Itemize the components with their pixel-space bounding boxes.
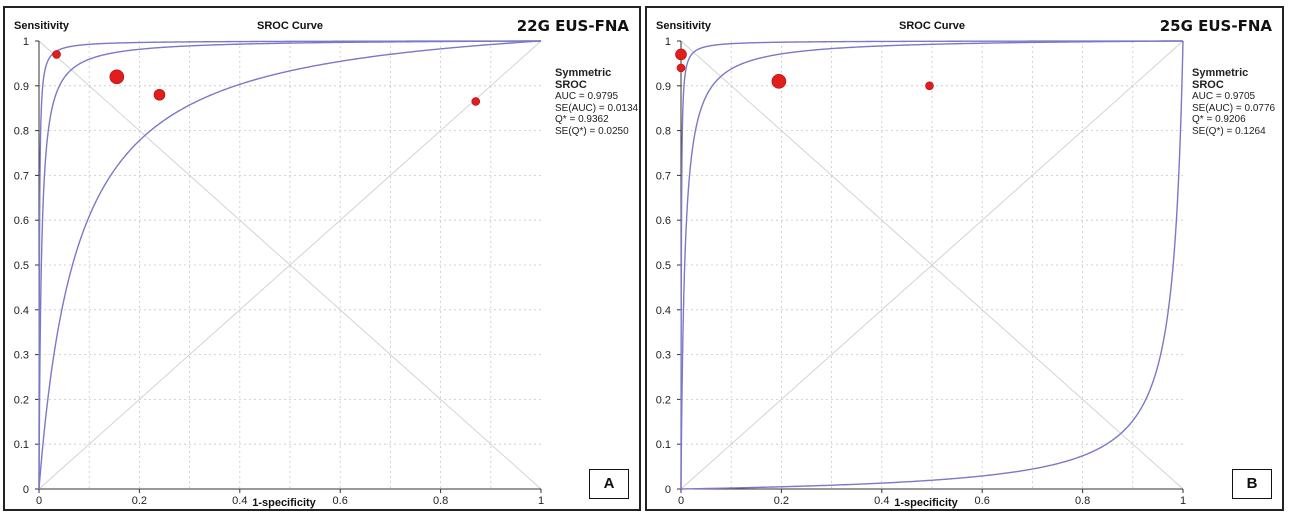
sroc-stats: Symmetric SROC AUC = 0.9705 SE(AUC) = 0.… [1192,67,1282,137]
x-tick-label: 1 [1180,495,1186,507]
sroc-curve-line [38,40,542,490]
sroc-curve-line [38,40,541,489]
y-tick-label: 0 [23,484,29,496]
y-tick-label: 0.3 [656,350,671,362]
study-label: 25G EUS-FNA [1159,17,1272,35]
x-tick-label: 0.8 [433,495,448,507]
chart-title: SROC Curve [256,20,324,32]
sroc-chart-b: 0 0.1 0.2 0.3 0.4 0.5 0.6 0.7 0.8 0.9 1 0 0.2 0.4 0.6 0… [656,36,1186,507]
x-tick-label: 0.4 [232,495,247,507]
study-data-point [471,97,481,106]
sroc-curve-line [38,40,542,489]
sroc-auc: AUC = 0.9705 [1192,91,1256,102]
y-tick-label: 0.4 [656,305,671,317]
y-tick-label: 0.8 [656,126,671,138]
x-tick-label: 0.6 [333,495,348,507]
sroc-lower-band-line [680,41,1184,490]
sroc-upper-band-line [680,40,1183,489]
x-tick-label: 0 [678,495,684,507]
sroc-se-q-star: SE(Q*) = 0.0250 [555,125,629,137]
study-data-point [52,50,61,59]
sroc-stats-header: Symmetric SROC [1192,67,1249,91]
x-tick-label: 0.2 [132,495,147,507]
y-tick-label: 0.1 [14,439,29,451]
sroc-stats: Symmetric SROC AUC = 0.9795 SE(AUC) = 0.… [555,67,639,137]
y-axis-label: Sensitivity [656,20,712,32]
y-tick-label: 0.3 [14,350,29,362]
study-data-point [925,81,934,91]
y-tick-label: 1 [665,36,671,48]
x-tick-label: 0.2 [774,495,789,507]
y-tick-label: 0.2 [14,394,29,406]
sroc-curve-line [680,40,1184,489]
sroc-stats-header: Symmetric SROC [555,67,612,91]
y-axis-label: Sensitivity [14,20,70,32]
study-data-point [675,48,687,61]
sroc-auc: AUC = 0.9795 [555,91,619,102]
sroc-se-q-star: SE(Q*) = 0.1264 [1192,125,1266,137]
sroc-panel-b: 0 0.1 0.2 0.3 0.4 0.5 0.6 0.7 0.8 0.9 1 0 0.2 0.4 0.6 0… [645,6,1284,511]
y-tick-label: 0.5 [656,260,671,272]
y-tick-label: 0.7 [656,170,671,182]
panel-letter-badge: A [589,469,629,499]
y-tick-label: 0.9 [14,81,29,93]
diagonal-q-star-line [38,40,542,490]
study-data-point [676,63,686,73]
y-tick-label: 0.4 [14,305,29,317]
sroc-se-auc: SE(AUC) = 0.0134 [555,102,639,114]
sroc-panel-a: 0 0.1 0.2 0.3 0.4 0.5 0.6 0.7 0.8 0.9 1 0 0.2 0.4 0.6 0… [3,6,641,511]
x-axis-label: 1-specificity [252,497,316,509]
y-tick-label: 0.7 [14,170,29,182]
study-data-point [109,69,125,85]
sroc-chart-a: 0 0.1 0.2 0.3 0.4 0.5 0.6 0.7 0.8 0.9 1 0 0.2 0.4 0.6 0… [14,36,544,507]
diagonal-q-star-line [680,40,1184,490]
chart-title: SROC Curve [898,20,966,32]
x-tick-label: 1 [538,495,544,507]
sroc-q-star: Q* = 0.9362 [555,114,609,125]
y-tick-label: 1 [23,36,29,48]
sroc-se-auc: SE(AUC) = 0.0776 [1192,102,1276,114]
sroc-q-star: Q* = 0.9206 [1192,114,1246,125]
x-tick-label: 0.4 [874,495,889,507]
panel-letter-badge: B [1232,469,1272,499]
study-data-point [153,88,166,101]
x-axis-label: 1-specificity [894,497,958,509]
y-tick-label: 0.9 [656,81,671,93]
y-tick-label: 0.5 [14,260,29,272]
y-tick-label: 0.2 [656,394,671,406]
study-label: 22G EUS-FNA [516,17,629,35]
x-tick-label: 0.8 [1075,495,1090,507]
y-tick-label: 0.8 [14,126,29,138]
x-tick-label: 0 [36,495,42,507]
y-tick-label: 0.1 [656,439,671,451]
x-tick-label: 0.6 [975,495,990,507]
y-tick-label: 0.6 [14,215,29,227]
y-tick-label: 0.6 [656,215,671,227]
y-tick-label: 0 [665,484,671,496]
study-data-point [771,74,787,89]
